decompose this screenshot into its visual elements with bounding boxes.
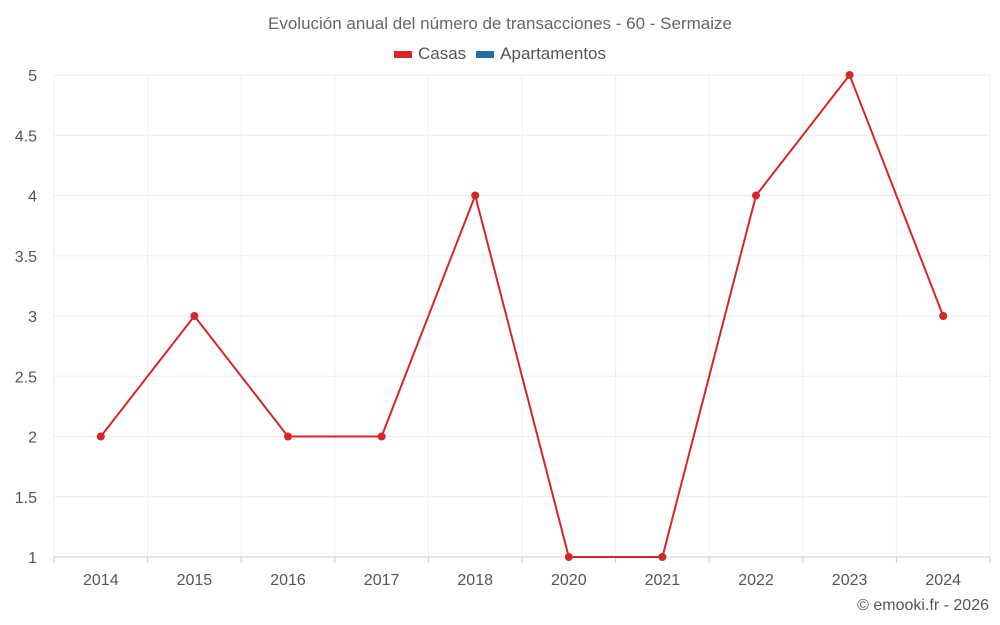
x-tick-label: 2017 — [364, 572, 400, 589]
legend-label-apartamentos: Apartamentos — [500, 44, 607, 63]
series-line-casas — [100, 72, 945, 558]
y-tick-label: 1 — [28, 550, 37, 567]
x-tick-label: 2015 — [177, 572, 213, 589]
x-tick-label: 2016 — [270, 572, 306, 589]
x-tick-label: 2024 — [925, 572, 961, 589]
data-point — [190, 312, 199, 320]
chart-title: Evolución anual del número de transaccio… — [268, 14, 732, 33]
data-point — [96, 432, 105, 441]
y-tick-label: 1.5 — [15, 490, 37, 507]
legend-swatch-casas — [393, 50, 412, 58]
x-tick-label: 2018 — [457, 572, 493, 589]
y-tick-label: 2.5 — [15, 369, 37, 386]
y-tick-label: 5 — [28, 68, 37, 85]
y-tick-label: 4 — [28, 189, 37, 206]
y-tick-label: 3 — [28, 309, 37, 326]
data-point — [752, 191, 760, 200]
legend-swatch-apartamentos — [476, 50, 495, 58]
legend-item-apartamentos[interactable]: Apartamentos — [476, 44, 606, 64]
x-tick-label: 2020 — [551, 572, 587, 589]
data-point — [471, 191, 480, 200]
x-tick-label: 2023 — [832, 572, 868, 589]
y-tick-label: 4.5 — [15, 128, 37, 145]
data-point — [658, 553, 667, 561]
data-point — [284, 432, 292, 441]
legend-item-casas[interactable]: Casas — [393, 44, 467, 64]
legend-label-casas: Casas — [417, 44, 467, 63]
y-tick-label: 3.5 — [15, 249, 37, 266]
x-tick-label: 2021 — [645, 572, 681, 589]
data-point — [939, 312, 948, 320]
x-tick-label: 2022 — [738, 572, 774, 589]
credit-text: © emooki.fr - 2026 — [857, 597, 989, 614]
x-tick-label: 2014 — [83, 572, 119, 589]
data-point — [377, 432, 386, 441]
data-point — [845, 71, 854, 79]
y-tick-label: 2 — [28, 430, 37, 447]
data-point — [564, 553, 573, 561]
legend: Casas Apartamentos — [0, 44, 1000, 64]
